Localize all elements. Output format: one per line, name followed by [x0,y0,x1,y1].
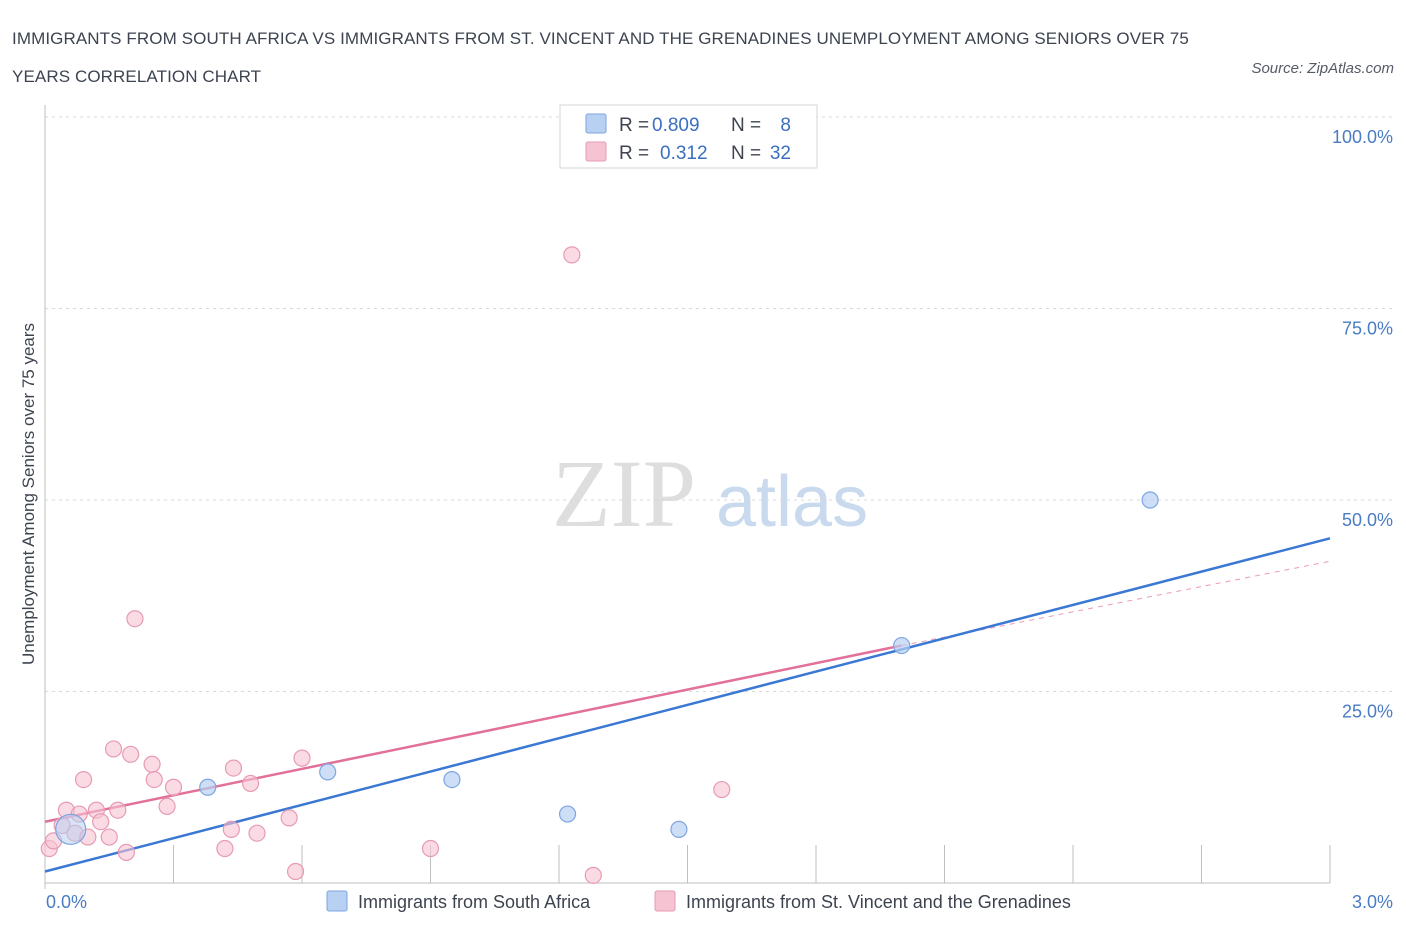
trend-line-blue [44,537,1331,873]
x-tick-label-max: 3.0% [1352,892,1393,912]
legend-r-label-pink: R = [619,143,649,164]
point-blue-3 [443,770,461,789]
point-pink-29 [563,246,581,264]
legend-n-value-pink: 32 [770,143,791,164]
point-pink-28 [421,839,440,858]
point-pink-22 [224,759,243,777]
bottom-legend-swatch-pink [654,890,676,912]
x-tick-label-min: 0.0% [46,892,87,912]
legend-r-label-blue: R = [619,115,649,136]
legend-n-label-pink: N = [731,143,761,164]
data-points [40,246,1159,884]
point-pink-18 [158,797,176,816]
chart-title: IMMIGRANTS FROM SOUTH AFRICA VS IMMIGRAN… [12,29,1189,86]
watermark-zip: ZIP [552,440,696,547]
bottom-legend-label-pink: Immigrants from St. Vincent and the Gren… [686,892,1071,912]
y-tick-label-25: 25.0% [1342,702,1393,722]
point-pink-15 [126,610,144,628]
point-pink-10 [100,828,118,846]
legend-swatch-pink [585,141,607,162]
legend-n-label-blue: N = [731,115,761,136]
point-pink-31 [713,780,731,799]
y-tick-labels: 25.0% 50.0% 75.0% 100.0% [1332,127,1393,722]
trend-line-pink [44,644,902,823]
legend-swatch-blue [585,113,607,134]
point-pink-13 [117,843,135,861]
point-pink-24 [248,824,266,842]
point-pink-20 [216,839,234,858]
point-blue-1 [199,778,217,796]
point-pink-19 [164,778,183,796]
point-blue-2 [319,763,337,781]
point-pink-11 [104,740,123,758]
point-blue-4 [558,805,577,823]
gridlines [45,116,1393,692]
x-ticks [44,845,1331,889]
point-blue-5 [670,820,688,838]
point-pink-27 [293,749,311,767]
point-pink-9 [92,813,110,831]
watermark-atlas: atlas [716,462,868,542]
point-blue-7 [1141,491,1159,509]
legend: R = 0.809 N = 8 R = 0.312 N = 32 [559,104,818,169]
point-pink-12 [109,801,127,819]
y-tick-label-100: 100.0% [1332,127,1393,147]
point-pink-26 [286,862,305,881]
point-blue-0 [55,813,87,845]
point-pink-23 [242,774,260,793]
point-pink-25 [280,809,298,827]
point-pink-6 [74,770,93,789]
point-blue-6 [893,636,911,655]
point-pink-30 [584,866,602,884]
bottom-legend: Immigrants from South Africa Immigrants … [326,890,1071,912]
point-pink-14 [122,745,140,763]
bottom-legend-label-blue: Immigrants from South Africa [358,892,591,912]
point-pink-16 [143,755,161,773]
trend-lines [44,537,1331,873]
y-tick-label-75: 75.0% [1342,319,1393,339]
y-axis-label: Unemployment Among Seniors over 75 years [19,323,38,665]
bottom-legend-swatch-blue [326,890,348,912]
y-tick-label-50: 50.0% [1342,510,1393,530]
legend-r-value-blue: 0.809 [652,115,700,136]
point-pink-17 [145,770,163,789]
legend-r-value-pink: 0.312 [660,143,708,164]
point-pink-21 [222,820,240,838]
source-label: Source: ZipAtlas.com [1251,60,1394,77]
legend-n-value-blue: 8 [780,115,791,136]
